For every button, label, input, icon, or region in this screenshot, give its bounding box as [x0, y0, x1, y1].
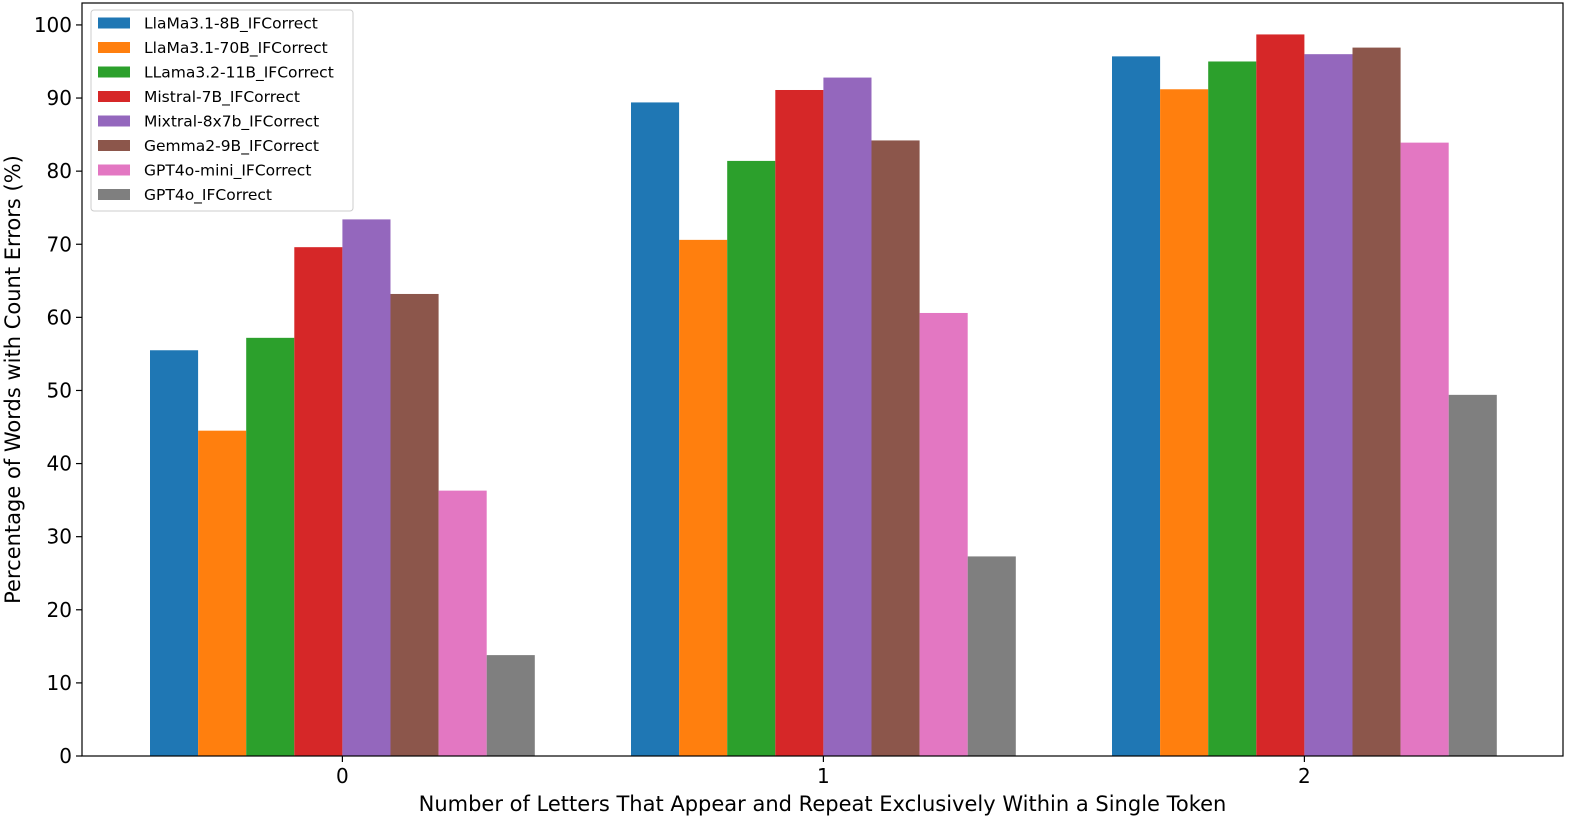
- bar-Mistral-7B_IFCorrect-0: [294, 247, 343, 756]
- bar-GPT4o_IFCorrect-0: [486, 655, 535, 756]
- y-tick-label: 100: [34, 13, 72, 37]
- legend-swatch: [98, 164, 130, 176]
- y-tick-label: 90: [47, 86, 72, 110]
- y-axis-label: Percentage of Words with Count Errors (%…: [1, 155, 25, 604]
- legend-label: LlaMa3.1-8B_IFCorrect: [144, 15, 318, 34]
- bar-LLama3.2-11B_IFCorrect-0: [246, 337, 295, 756]
- bar-Mixtral-8x7b_IFCorrect-2: [1304, 54, 1353, 757]
- legend-label: LlaMa3.1-70B_IFCorrect: [144, 39, 328, 58]
- legend-swatch: [98, 17, 130, 29]
- y-tick-label: 40: [47, 452, 72, 476]
- bar-LlaMa3.1-8B_IFCorrect-0: [150, 350, 199, 756]
- x-tick-label: 2: [1298, 764, 1311, 788]
- bar-Mixtral-8x7b_IFCorrect-1: [823, 77, 872, 757]
- x-tick-label: 1: [817, 764, 830, 788]
- y-tick-label: 70: [47, 232, 72, 256]
- bar-GPT4o_IFCorrect-1: [967, 556, 1016, 756]
- bar-Gemma2-9B_IFCorrect-2: [1352, 47, 1401, 756]
- y-tick-label: 50: [47, 378, 72, 402]
- bar-LlaMa3.1-70B_IFCorrect-2: [1160, 89, 1209, 757]
- legend-box: [90, 9, 354, 212]
- legend-label: GPT4o-mini_IFCorrect: [144, 162, 311, 181]
- bar-GPT4o-mini_IFCorrect-2: [1400, 142, 1449, 757]
- bar-LLama3.2-11B_IFCorrect-1: [727, 160, 776, 757]
- bar-LlaMa3.1-70B_IFCorrect-0: [198, 430, 247, 756]
- bar-LlaMa3.1-70B_IFCorrect-1: [679, 239, 728, 756]
- bar-GPT4o_IFCorrect-2: [1448, 394, 1497, 756]
- plot-frame: [81, 2, 1564, 757]
- y-tick-label: 0: [59, 744, 72, 768]
- y-tick-label: 20: [47, 598, 72, 622]
- legend-swatch: [98, 189, 130, 200]
- x-axis: 0 1 2: [336, 756, 1311, 788]
- y-tick-label: 10: [47, 671, 72, 695]
- bars-group: [150, 34, 1497, 757]
- bar-LLama3.2-11B_IFCorrect-2: [1208, 61, 1257, 757]
- x-tick-label: 0: [336, 764, 349, 788]
- legend: LlaMa3.1-8B_IFCorrect LlaMa3.1-70B_IFCorr…: [90, 9, 354, 212]
- bar-Gemma2-9B_IFCorrect-0: [390, 293, 439, 756]
- legend-label: Mistral-7B_IFCorrect: [144, 88, 300, 107]
- bar-GPT4o-mini_IFCorrect-1: [919, 312, 968, 756]
- legend-label: Gemma2-9B_IFCorrect: [144, 137, 319, 156]
- bar-Mistral-7B_IFCorrect-1: [775, 89, 824, 757]
- x-axis-label: Number of Letters That Appear and Repeat…: [419, 792, 1227, 816]
- bar-LlaMa3.1-8B_IFCorrect-2: [1112, 56, 1161, 756]
- y-axis: 0 10 20 30 40 50 60 70 80 90 100: [34, 13, 82, 768]
- bar-Mixtral-8x7b_IFCorrect-0: [342, 219, 391, 756]
- legend-swatch: [98, 42, 130, 53]
- legend-label: LLama3.2-11B_IFCorrect: [144, 64, 334, 83]
- legend-swatch: [98, 115, 130, 127]
- legend-label: Mixtral-8x7b_IFCorrect: [144, 113, 319, 132]
- legend-swatch: [98, 66, 130, 78]
- bar-LlaMa3.1-8B_IFCorrect-1: [631, 102, 680, 757]
- y-tick-label: 30: [47, 525, 72, 549]
- bar-GPT4o-mini_IFCorrect-0: [438, 490, 487, 756]
- y-tick-label: 60: [47, 305, 72, 329]
- bar-Mistral-7B_IFCorrect-2: [1256, 34, 1305, 757]
- y-tick-label: 80: [47, 159, 72, 183]
- legend-swatch: [98, 140, 130, 151]
- bar-Gemma2-9B_IFCorrect-1: [871, 140, 920, 756]
- legend-swatch: [98, 91, 130, 102]
- legend-label: GPT4o_IFCorrect: [144, 186, 272, 205]
